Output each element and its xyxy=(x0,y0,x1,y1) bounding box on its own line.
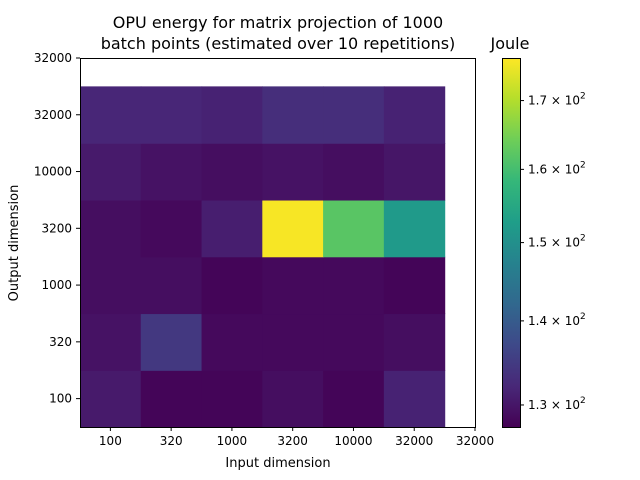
y-tick-label: 100 xyxy=(49,392,72,406)
colorbar-tick-label: 1.4 × 102 xyxy=(528,312,586,328)
heatmap-cell xyxy=(383,86,446,144)
colorbar-tick-label: 1.7 × 102 xyxy=(528,92,586,108)
heatmap-cell xyxy=(140,313,203,371)
heatmap-cell xyxy=(383,256,446,315)
heatmap-cell xyxy=(262,86,324,144)
heatmap-cell xyxy=(80,143,142,201)
x-axis-label: Input dimension xyxy=(225,456,330,471)
x-tick-label: 320 xyxy=(160,434,183,448)
y-tick-label: 32000 xyxy=(34,51,72,65)
heatmap-cell xyxy=(80,199,142,258)
chart-title-line-2: batch points (estimated over 10 repetiti… xyxy=(101,34,456,53)
y-tick-label: 3200 xyxy=(41,221,72,235)
heatmap-cell xyxy=(262,370,324,428)
heatmap-cell xyxy=(140,370,203,428)
heatmap-cell xyxy=(262,313,324,371)
y-tick-label: 320 xyxy=(49,335,72,349)
heatmap-cell xyxy=(201,256,263,315)
plot-frame xyxy=(80,58,476,428)
heatmap-cell xyxy=(201,313,263,371)
heatmap-cell xyxy=(323,256,385,315)
y-axis-label: Output dimension xyxy=(7,185,22,302)
colorbar: Joule 1.3 × 102 1.4 × 102 1.5 × 102 1.6 × 1… xyxy=(490,34,586,428)
y-tick-label: 10000 xyxy=(34,165,72,179)
heatmap-cell xyxy=(201,143,263,201)
colorbar-tick-label: 1.5 × 102 xyxy=(528,234,586,250)
heatmap-cell xyxy=(80,256,142,315)
heatmap-cell xyxy=(383,313,446,371)
heatmap-cells xyxy=(80,86,446,428)
heatmap-cell xyxy=(140,256,203,315)
heatmap-cell xyxy=(323,370,385,428)
chart-title: OPU energy for matrix projection of 1000… xyxy=(101,13,456,53)
colorbar-tick-label: 1.6 × 102 xyxy=(528,160,586,176)
y-tick-label: 32000 xyxy=(34,108,72,122)
heatmap-cell xyxy=(383,199,446,258)
heatmap-cell xyxy=(323,86,385,144)
x-tick-label: 1000 xyxy=(217,434,248,448)
colorbar-tick-label: 1.3 × 102 xyxy=(528,396,586,412)
y-tick-label: 1000 xyxy=(41,278,72,292)
x-tick-label: 3200 xyxy=(277,434,308,448)
x-tick-label: 32000 xyxy=(456,434,494,448)
heatmap-cell xyxy=(383,143,446,201)
heatmap-cell xyxy=(201,86,263,144)
heatmap-cell xyxy=(262,143,324,201)
x-axis-ticks: 100 320 1000 3200 10000 32000 32000 xyxy=(99,427,494,448)
heatmap-cell xyxy=(262,256,324,315)
heatmap-cell xyxy=(323,313,385,371)
chart-title-line-1: OPU energy for matrix projection of 1000 xyxy=(113,13,443,32)
heatmap-cell xyxy=(323,143,385,201)
heatmap-cell xyxy=(201,370,263,428)
heatmap-cell xyxy=(140,86,203,144)
x-tick-label: 32000 xyxy=(395,434,433,448)
heatmap-cell xyxy=(323,199,385,258)
heatmap-cell xyxy=(140,143,203,201)
heatmap-cell xyxy=(383,370,446,428)
heatmap-cell xyxy=(140,199,203,258)
x-tick-label: 10000 xyxy=(334,434,372,448)
heatmap-cell xyxy=(262,199,324,258)
y-axis-ticks: 100 320 1000 3200 10000 32000 32000 xyxy=(34,51,80,406)
heatmap-cell xyxy=(80,370,142,428)
heatmap-cell xyxy=(80,313,142,371)
heatmap-cell xyxy=(80,86,142,144)
colorbar-label: Joule xyxy=(490,34,530,53)
x-tick-label: 100 xyxy=(99,434,122,448)
colorbar-ticks: 1.3 × 102 1.4 × 102 1.5 × 102 1.6 × 102 1.7 … xyxy=(520,92,586,412)
heatmap-cell xyxy=(201,199,263,258)
colorbar-gradient xyxy=(502,58,520,427)
